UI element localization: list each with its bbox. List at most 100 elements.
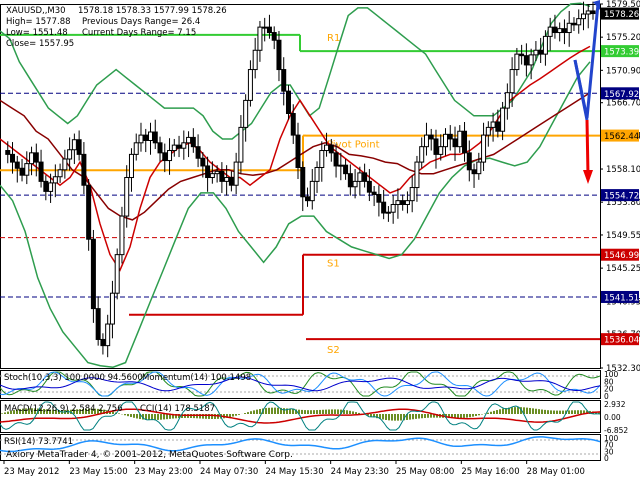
- candle: [385, 206, 391, 222]
- candle: [452, 126, 458, 161]
- candle-body: [114, 254, 120, 294]
- candle: [95, 296, 101, 346]
- candle: [390, 195, 396, 224]
- candle: [309, 169, 315, 210]
- candle-body: [86, 184, 92, 240]
- price-badge-label: 1536.04: [604, 336, 639, 346]
- candle: [228, 171, 234, 192]
- candle-body: [67, 149, 73, 160]
- candle: [43, 175, 49, 201]
- rsi-pane-frame: [0, 434, 601, 461]
- candle: [419, 137, 425, 169]
- forecast-arrows: [573, 0, 600, 184]
- time-tick-label: 23 May 23:00: [135, 467, 193, 477]
- price-badge: 1573.39: [601, 45, 639, 58]
- candle: [152, 119, 158, 149]
- candle-body: [419, 146, 425, 163]
- candle-body: [376, 193, 382, 203]
- candle: [395, 188, 401, 219]
- candle-body: [538, 49, 544, 55]
- candle: [523, 43, 529, 77]
- candle: [100, 333, 106, 355]
- candle: [404, 191, 410, 214]
- candle: [157, 136, 163, 162]
- candle: [243, 94, 249, 142]
- price-badge-bg: [601, 290, 639, 303]
- candle: [181, 130, 187, 160]
- macd-label: MACD(12,26,9) 2.584 2.756: [4, 404, 123, 414]
- candle-body: [542, 35, 548, 55]
- candle-body: [181, 142, 187, 149]
- candle: [200, 152, 206, 178]
- candle-body: [176, 144, 182, 149]
- candle-body: [314, 166, 320, 182]
- candle: [81, 142, 87, 195]
- moving-average-fast: [0, 45, 591, 272]
- time-axis: 23 May 2012 23 May 15:00 23 May 23:00 24 Ma…: [3, 460, 585, 477]
- stoch-tick-label: 80: [604, 377, 614, 386]
- candle: [290, 104, 296, 144]
- candle-body: [105, 323, 111, 347]
- candle-body: [29, 152, 35, 165]
- candle: [90, 229, 96, 323]
- rsi-tick-label: 100: [604, 434, 619, 443]
- price-badge-bg: [601, 248, 639, 261]
- candle-body: [300, 166, 306, 198]
- price-badge: 1541.51: [601, 290, 639, 303]
- close-value: Close= 1557.95: [6, 39, 74, 49]
- candle: [557, 22, 563, 42]
- candle-body: [157, 142, 163, 154]
- candle: [143, 128, 149, 153]
- forecast-arrow-down: [585, 119, 590, 176]
- price-badge: 1562.44: [601, 129, 639, 142]
- candle-body: [500, 107, 506, 132]
- candle-body: [343, 164, 349, 175]
- candle: [67, 137, 73, 171]
- copyright-text: Axiory MetaTrader 4, © 2001-2012, MetaQu…: [6, 450, 293, 460]
- candle-body: [533, 49, 539, 56]
- candle: [86, 179, 92, 251]
- candle-body: [428, 134, 434, 140]
- candle-body: [509, 69, 515, 94]
- candle: [357, 166, 363, 196]
- candle: [542, 30, 548, 66]
- candle: [257, 20, 263, 62]
- candle: [576, 9, 582, 34]
- candle-body: [152, 131, 158, 144]
- candle-body: [228, 177, 234, 186]
- price-tick-label: 1532.30: [606, 364, 640, 374]
- candle-body: [523, 55, 529, 66]
- candle: [376, 185, 382, 217]
- candle: [224, 165, 230, 196]
- candle: [324, 132, 330, 157]
- price-badge-bg: [601, 189, 639, 202]
- candle: [76, 130, 82, 161]
- chart-header: XAUUSD,,M30 1578.18 1578.33 1577.99 1578.…: [6, 6, 227, 49]
- candle: [233, 152, 239, 195]
- candle: [409, 175, 415, 213]
- candle: [266, 14, 272, 39]
- rsi-label: RSI(14) 73.7741: [4, 437, 73, 447]
- candle-body: [271, 32, 277, 41]
- candle-body: [352, 180, 358, 188]
- arrow-up-head: [593, 0, 600, 10]
- candle: [366, 169, 372, 202]
- candle: [162, 143, 168, 173]
- candle-body: [224, 177, 230, 182]
- candle: [414, 155, 420, 202]
- candle: [571, 17, 577, 31]
- candle-body: [219, 170, 225, 182]
- candle-body: [295, 134, 301, 168]
- price-tick-label: 1545.25: [606, 264, 640, 274]
- cci-line: [0, 401, 601, 431]
- candle: [300, 161, 306, 212]
- macd-tick-label: -6.852: [604, 426, 628, 435]
- candle: [519, 44, 525, 65]
- candle-body: [571, 22, 577, 26]
- candle-body: [143, 134, 149, 142]
- candle: [48, 173, 54, 203]
- candle-body: [576, 18, 582, 26]
- candle: [128, 148, 134, 192]
- candle: [171, 138, 177, 157]
